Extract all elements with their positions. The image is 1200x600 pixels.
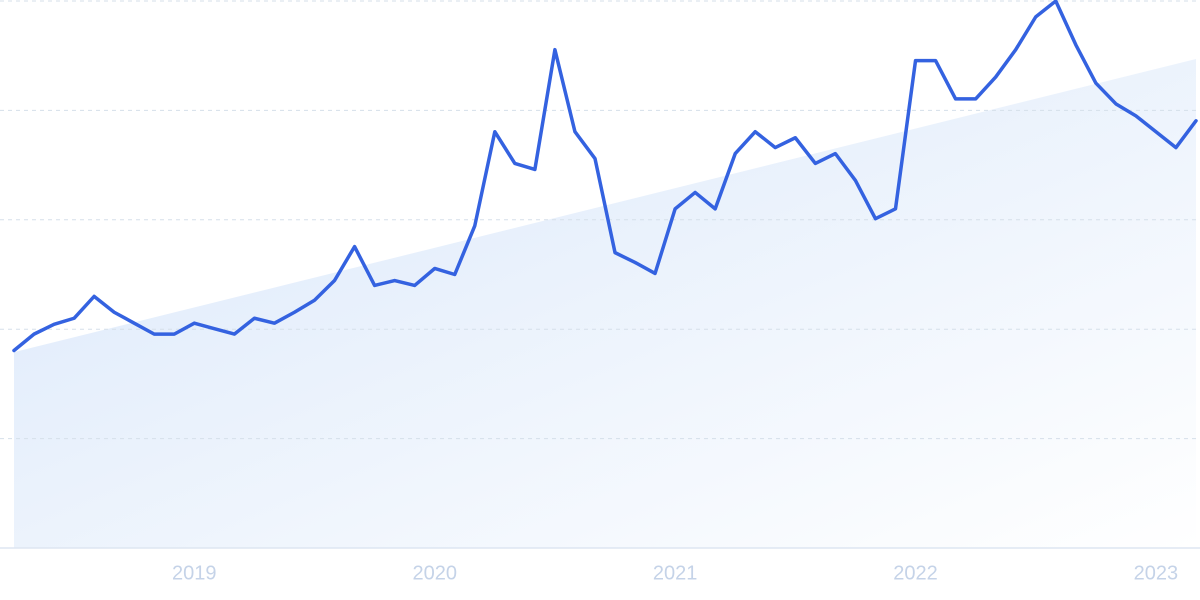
x-tick-label: 2021 (653, 562, 698, 584)
trend-area (14, 58, 1196, 549)
line-series (12, 0, 1198, 353)
x-tick-label: 2020 (412, 562, 457, 584)
x-tick-label: 2022 (893, 562, 938, 584)
x-tick-label: 2019 (172, 562, 217, 584)
x-tick-label: 2023 (1134, 562, 1179, 584)
